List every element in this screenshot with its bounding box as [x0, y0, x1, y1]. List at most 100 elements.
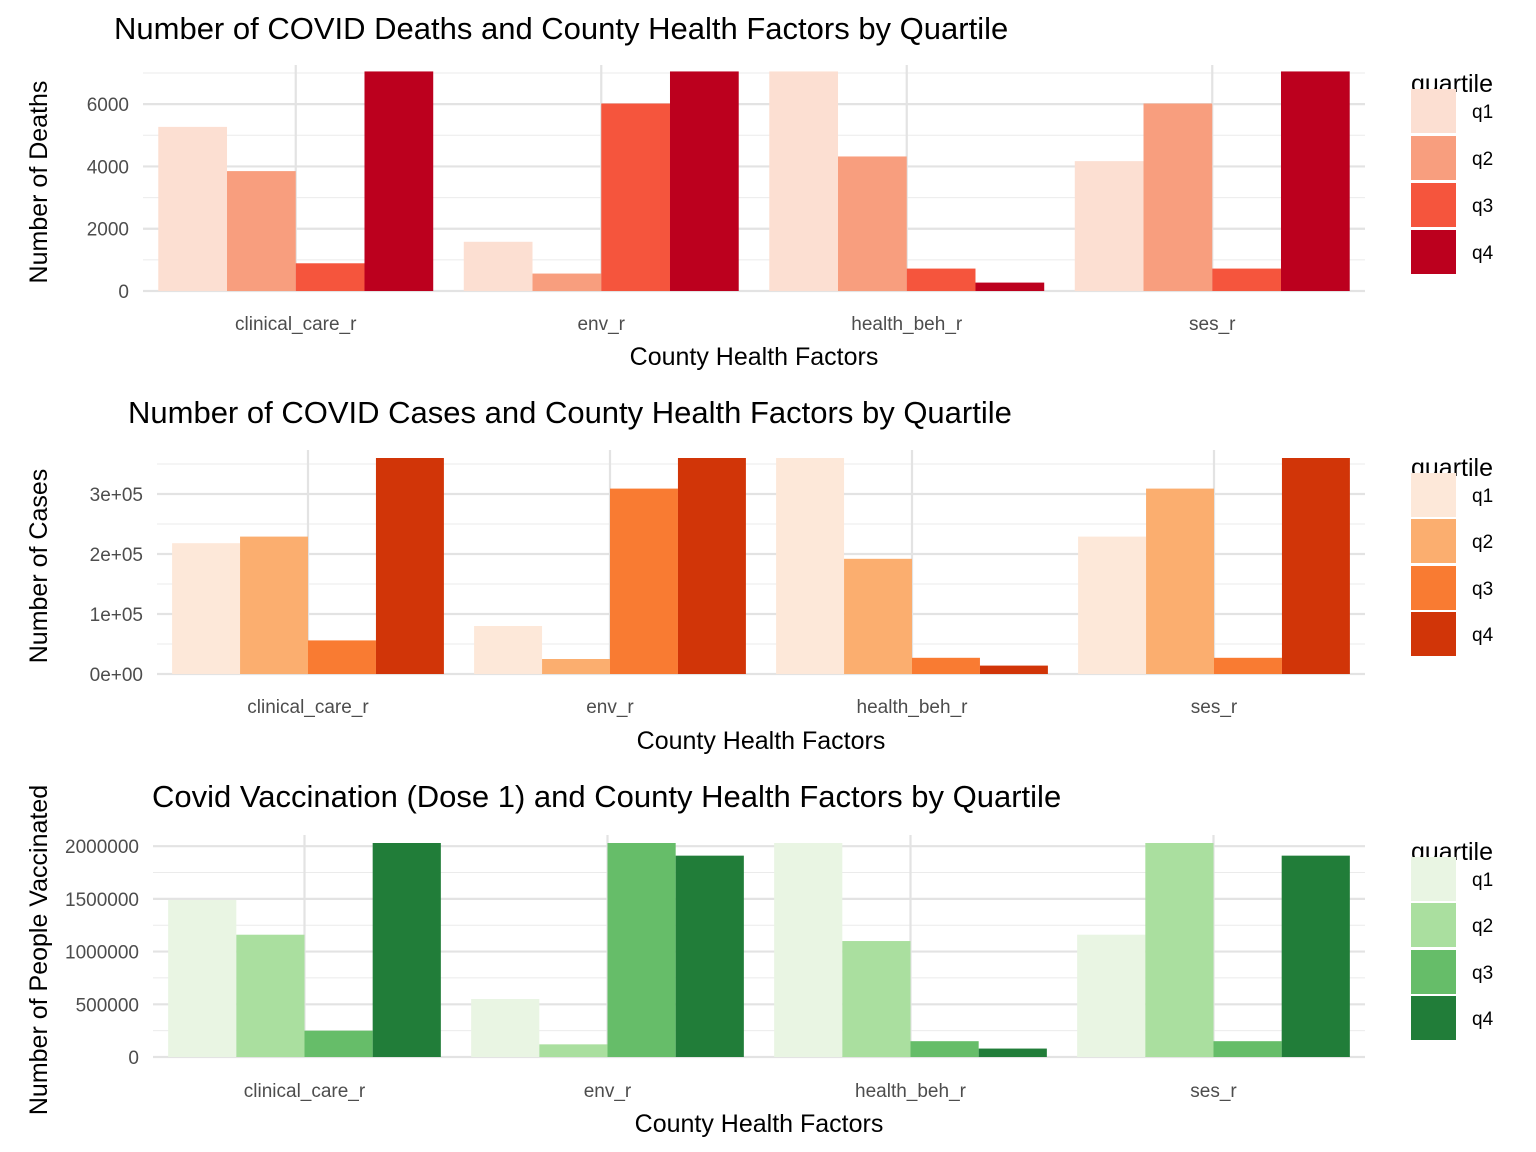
- x-tick-label: health_beh_r: [851, 314, 963, 335]
- bar-q4-env_r: [677, 458, 746, 674]
- bar-q1-health_beh_r: [776, 458, 845, 674]
- chart-3: 0 500000 1000000 1500000 2000000 clinical_car…: [25, 779, 1494, 1138]
- bar-q2-health_beh_r: [842, 941, 911, 1057]
- chart-title: Number of COVID Cases and County Health …: [128, 395, 1012, 430]
- legend-swatch-q1: [1411, 857, 1456, 901]
- legend-label-q2: q2: [1472, 532, 1493, 553]
- y-tick-label: 2000000: [65, 837, 139, 858]
- bar-q4-ses_r: [1281, 458, 1350, 674]
- legend-label-q4: q4: [1472, 243, 1494, 264]
- legend-swatch-q3: [1411, 566, 1456, 610]
- x-tick-label: clinical_care_r: [247, 697, 369, 718]
- x-tick-label: env_r: [577, 314, 625, 335]
- x-tick-label: env_r: [584, 1081, 632, 1102]
- x-tick-label: ses_r: [1190, 1081, 1237, 1102]
- x-axis-title: County Health Factors: [637, 727, 886, 755]
- bar-q2-env_r: [542, 659, 610, 674]
- legend-label-q3: q3: [1472, 196, 1493, 217]
- legend-swatch-q3: [1411, 183, 1456, 227]
- bar-q3-ses_r: [1214, 657, 1282, 674]
- x-tick-label: clinical_care_r: [235, 314, 357, 335]
- bar-q2-health_beh_r: [838, 156, 907, 291]
- bar-q1-env_r: [474, 626, 543, 674]
- x-axis-title: County Health Factors: [630, 343, 879, 371]
- y-tick-label: 0e+00: [90, 665, 143, 686]
- bar-q2-clinical_care_r: [236, 934, 305, 1057]
- legend-label-q1: q1: [1472, 486, 1493, 507]
- legend-label-q4: q4: [1472, 625, 1494, 646]
- bar-q4-health_beh_r: [979, 665, 1048, 674]
- legend-swatch-q4: [1411, 996, 1456, 1040]
- y-axis-title: Number of People Vaccinated: [25, 785, 53, 1115]
- y-tick-label: 500000: [76, 995, 139, 1016]
- chart-title: Covid Vaccination (Dose 1) and County He…: [152, 779, 1061, 814]
- legend-swatch-q4: [1411, 230, 1456, 274]
- y-tick-label: 4000: [87, 157, 129, 178]
- legend-label-q2: q2: [1472, 916, 1493, 937]
- bar-q3-ses_r: [1212, 268, 1281, 291]
- chart-2: 0e+00 1e+05 2e+05 3e+05 clinical_care_r env_r…: [25, 395, 1494, 755]
- bar-q1-clinical_care_r: [158, 126, 228, 292]
- x-axis-title: County Health Factors: [635, 1110, 884, 1138]
- bar-q3-health_beh_r: [912, 657, 980, 674]
- legend-swatch-q1: [1411, 89, 1456, 133]
- bar-q3-env_r: [607, 843, 676, 1057]
- legend-swatch-q1: [1411, 473, 1456, 517]
- y-tick-label: 1e+05: [90, 605, 143, 626]
- bar-q4-ses_r: [1280, 71, 1350, 291]
- bar-q2-ses_r: [1145, 843, 1214, 1057]
- x-tick-label: health_beh_r: [857, 697, 969, 718]
- bar-q3-env_r: [601, 103, 670, 292]
- bar-q4-clinical_care_r: [375, 458, 444, 674]
- bar-q3-health_beh_r: [906, 268, 976, 291]
- x-tick-label: health_beh_r: [855, 1081, 967, 1102]
- bar-q2-ses_r: [1143, 103, 1213, 292]
- bar-q2-clinical_care_r: [240, 536, 308, 674]
- y-tick-label: 1000000: [65, 943, 139, 964]
- legend-label-q2: q2: [1472, 149, 1493, 170]
- bar-q3-ses_r: [1213, 1041, 1282, 1057]
- x-tick-label: env_r: [586, 697, 634, 718]
- y-tick-label: 0: [128, 1048, 139, 1069]
- bar-q2-health_beh_r: [844, 558, 912, 674]
- bar-q1-health_beh_r: [774, 843, 843, 1057]
- legend-label-q1: q1: [1472, 870, 1493, 891]
- bar-q1-env_r: [471, 999, 540, 1057]
- bar-q1-ses_r: [1078, 536, 1147, 674]
- x-tick-label: clinical_care_r: [244, 1081, 366, 1102]
- bar-q2-ses_r: [1146, 488, 1214, 674]
- bar-q1-clinical_care_r: [172, 543, 241, 674]
- bar-q1-clinical_care_r: [168, 899, 237, 1057]
- legend-label-q3: q3: [1472, 963, 1493, 984]
- bar-q2-clinical_care_r: [227, 171, 296, 291]
- bar-q4-ses_r: [1281, 855, 1350, 1057]
- bar-q3-env_r: [610, 488, 678, 674]
- bar-q1-ses_r: [1077, 934, 1146, 1057]
- legend-label-q1: q1: [1472, 102, 1493, 123]
- bar-q4-health_beh_r: [978, 1048, 1047, 1057]
- legend-swatch-q4: [1411, 612, 1456, 656]
- bar-q2-env_r: [532, 273, 602, 291]
- legend-label-q4: q4: [1472, 1009, 1494, 1030]
- y-axis-title: Number of Cases: [25, 469, 53, 664]
- bar-q4-clinical_care_r: [372, 843, 441, 1057]
- bar-q4-env_r: [675, 855, 744, 1057]
- bar-q1-env_r: [463, 241, 533, 291]
- bar-q2-env_r: [539, 1044, 608, 1057]
- y-tick-label: 0: [118, 282, 129, 303]
- bar-q3-clinical_care_r: [304, 1030, 373, 1057]
- legend-label-q3: q3: [1472, 579, 1493, 600]
- bar-q1-health_beh_r: [769, 71, 839, 291]
- x-tick-label: ses_r: [1191, 697, 1238, 718]
- chart-title: Number of COVID Deaths and County Health…: [114, 11, 1008, 46]
- bar-q3-clinical_care_r: [295, 263, 365, 291]
- x-tick-label: ses_r: [1189, 314, 1236, 335]
- chart-1: 0 2000 4000 6000 clinical_care_r env_r health_…: [25, 11, 1494, 371]
- y-tick-label: 2000: [87, 220, 129, 241]
- legend-swatch-q2: [1411, 519, 1456, 563]
- legend-swatch-q2: [1411, 136, 1456, 180]
- y-tick-label: 1500000: [65, 890, 139, 911]
